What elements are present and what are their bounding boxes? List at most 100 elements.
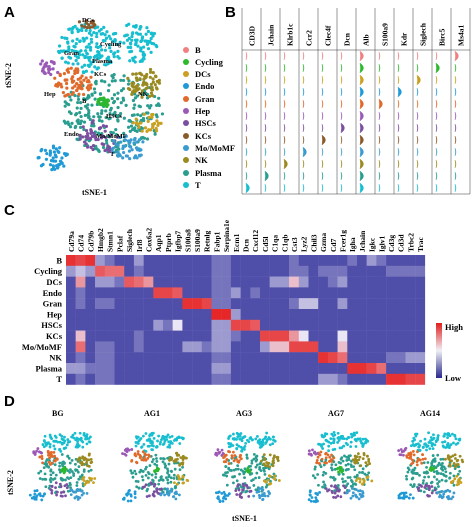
- sample-tsne-point: [146, 476, 150, 480]
- sample-tsne-point: [423, 437, 427, 441]
- tsne-point: [63, 94, 67, 98]
- heatmap-cell: [182, 363, 193, 374]
- heatmap-cell: [376, 341, 387, 353]
- sample-tsne-point: [146, 487, 149, 491]
- tsne-point: [148, 94, 152, 99]
- heatmap-cell: [337, 309, 348, 320]
- heatmap-gene-label: Pclaf: [115, 235, 124, 252]
- tsne-point: [135, 156, 139, 160]
- tsne-point: [149, 36, 153, 41]
- heatmap-cell: [269, 276, 280, 288]
- sample-tsne-point: [58, 461, 62, 465]
- sample-tsne-point: [361, 490, 364, 493]
- tsne-point: [63, 100, 67, 104]
- sample-tsne-point: [166, 469, 170, 473]
- tsne-point: [112, 139, 116, 143]
- sample-tsne-point: [135, 461, 139, 465]
- sample-tsne-point: [325, 439, 329, 443]
- heatmap-cell: [327, 319, 338, 331]
- tsne-point: [61, 90, 65, 95]
- heatmap-cell: [192, 352, 202, 364]
- sample-tsne-point: [88, 440, 92, 444]
- sample-tsne-point: [155, 468, 159, 472]
- sample-tsne-point: [263, 472, 267, 476]
- sample-tsne-point: [62, 490, 65, 494]
- sample-tsne-point: [452, 462, 456, 465]
- sample-tsne-point: [161, 457, 165, 460]
- heatmap-cell: [172, 265, 183, 277]
- sample-tsne-point: [42, 466, 46, 470]
- violin-shape: [245, 63, 248, 73]
- sample-tsne-point: [436, 464, 440, 468]
- heatmap-cell: [133, 298, 144, 310]
- sample-tsne-point: [354, 483, 358, 486]
- sample-tsne-point: [154, 445, 158, 449]
- sample-tsne-point: [160, 487, 163, 491]
- sample-tsne-point: [411, 496, 415, 500]
- violin-shape: [416, 159, 419, 169]
- heatmap-cell: [221, 309, 232, 320]
- sample-tsne-point: [147, 453, 150, 457]
- legend-label: Hep: [195, 106, 211, 116]
- tsne-point: [149, 91, 154, 95]
- tsne-point: [116, 105, 120, 110]
- sample-tsne-point: [222, 490, 226, 494]
- sample-tsne-point: [346, 443, 349, 447]
- sample-tsne-point: [143, 456, 146, 459]
- heatmap-cell: [211, 319, 222, 331]
- sample-tsne-point: [268, 453, 272, 457]
- sample-tsne-point: [319, 450, 323, 454]
- heatmap-cell: [386, 341, 396, 353]
- heatmap-cell: [201, 352, 212, 364]
- sample-tsne-point: [450, 459, 454, 463]
- violin-shape: [435, 135, 438, 145]
- tsne-point: [127, 79, 131, 83]
- sample-tsne-point: [250, 472, 254, 475]
- sample-tsne-point: [415, 460, 419, 464]
- violin-shape: [359, 50, 364, 62]
- sample-tsne-point: [256, 435, 259, 438]
- sample-tsne-point: [40, 457, 44, 461]
- heatmap-cell: [75, 330, 86, 342]
- sample-tsne-point: [257, 487, 261, 491]
- sample-tsne-point: [258, 496, 262, 499]
- samples-y-label: tSNE-2: [6, 470, 15, 495]
- sample-tsne-point: [75, 481, 79, 484]
- heatmap-cell: [133, 319, 144, 331]
- heatmap-cell: [289, 298, 299, 310]
- tsne-point: [105, 141, 109, 145]
- legend-swatch: [183, 58, 189, 65]
- sample-tsne-point: [361, 457, 365, 461]
- tsne-point: [107, 43, 112, 47]
- sample-tsne-point: [414, 434, 418, 438]
- heatmap-cell: [250, 309, 261, 320]
- tsne-point: [140, 129, 144, 133]
- violin-shape: [416, 87, 419, 97]
- sample-tsne-point: [73, 431, 77, 435]
- sample-tsne-point: [243, 476, 246, 480]
- heatmap-cell: [221, 352, 232, 364]
- tsne-cluster-label: NK: [138, 91, 148, 98]
- sample-tsne-point: [145, 495, 149, 498]
- heatmap-cell: [192, 255, 202, 266]
- sample-tsne-point: [44, 485, 48, 489]
- sample-tsne-point: [340, 446, 344, 450]
- tsne-point: [150, 87, 154, 92]
- heatmap-cell: [104, 352, 115, 364]
- sample-tsne-point: [410, 477, 414, 481]
- heatmap-cell: [172, 373, 183, 385]
- heatmap-cell: [308, 287, 319, 299]
- tsne-point: [124, 154, 128, 158]
- tsne-point: [88, 28, 92, 33]
- tsne-point: [116, 118, 120, 122]
- sample-tsne-point: [265, 431, 269, 435]
- violin-shape: [416, 74, 421, 86]
- sample-tsne-point: [62, 461, 66, 465]
- sample-tsne-point: [183, 456, 187, 460]
- tsne-point: [115, 153, 120, 158]
- heatmap-cell: [163, 255, 173, 266]
- sample-tsne-point: [347, 489, 351, 493]
- tsne-point: [122, 74, 126, 78]
- sample-tsne-point: [429, 441, 433, 445]
- tsne-point: [96, 66, 100, 70]
